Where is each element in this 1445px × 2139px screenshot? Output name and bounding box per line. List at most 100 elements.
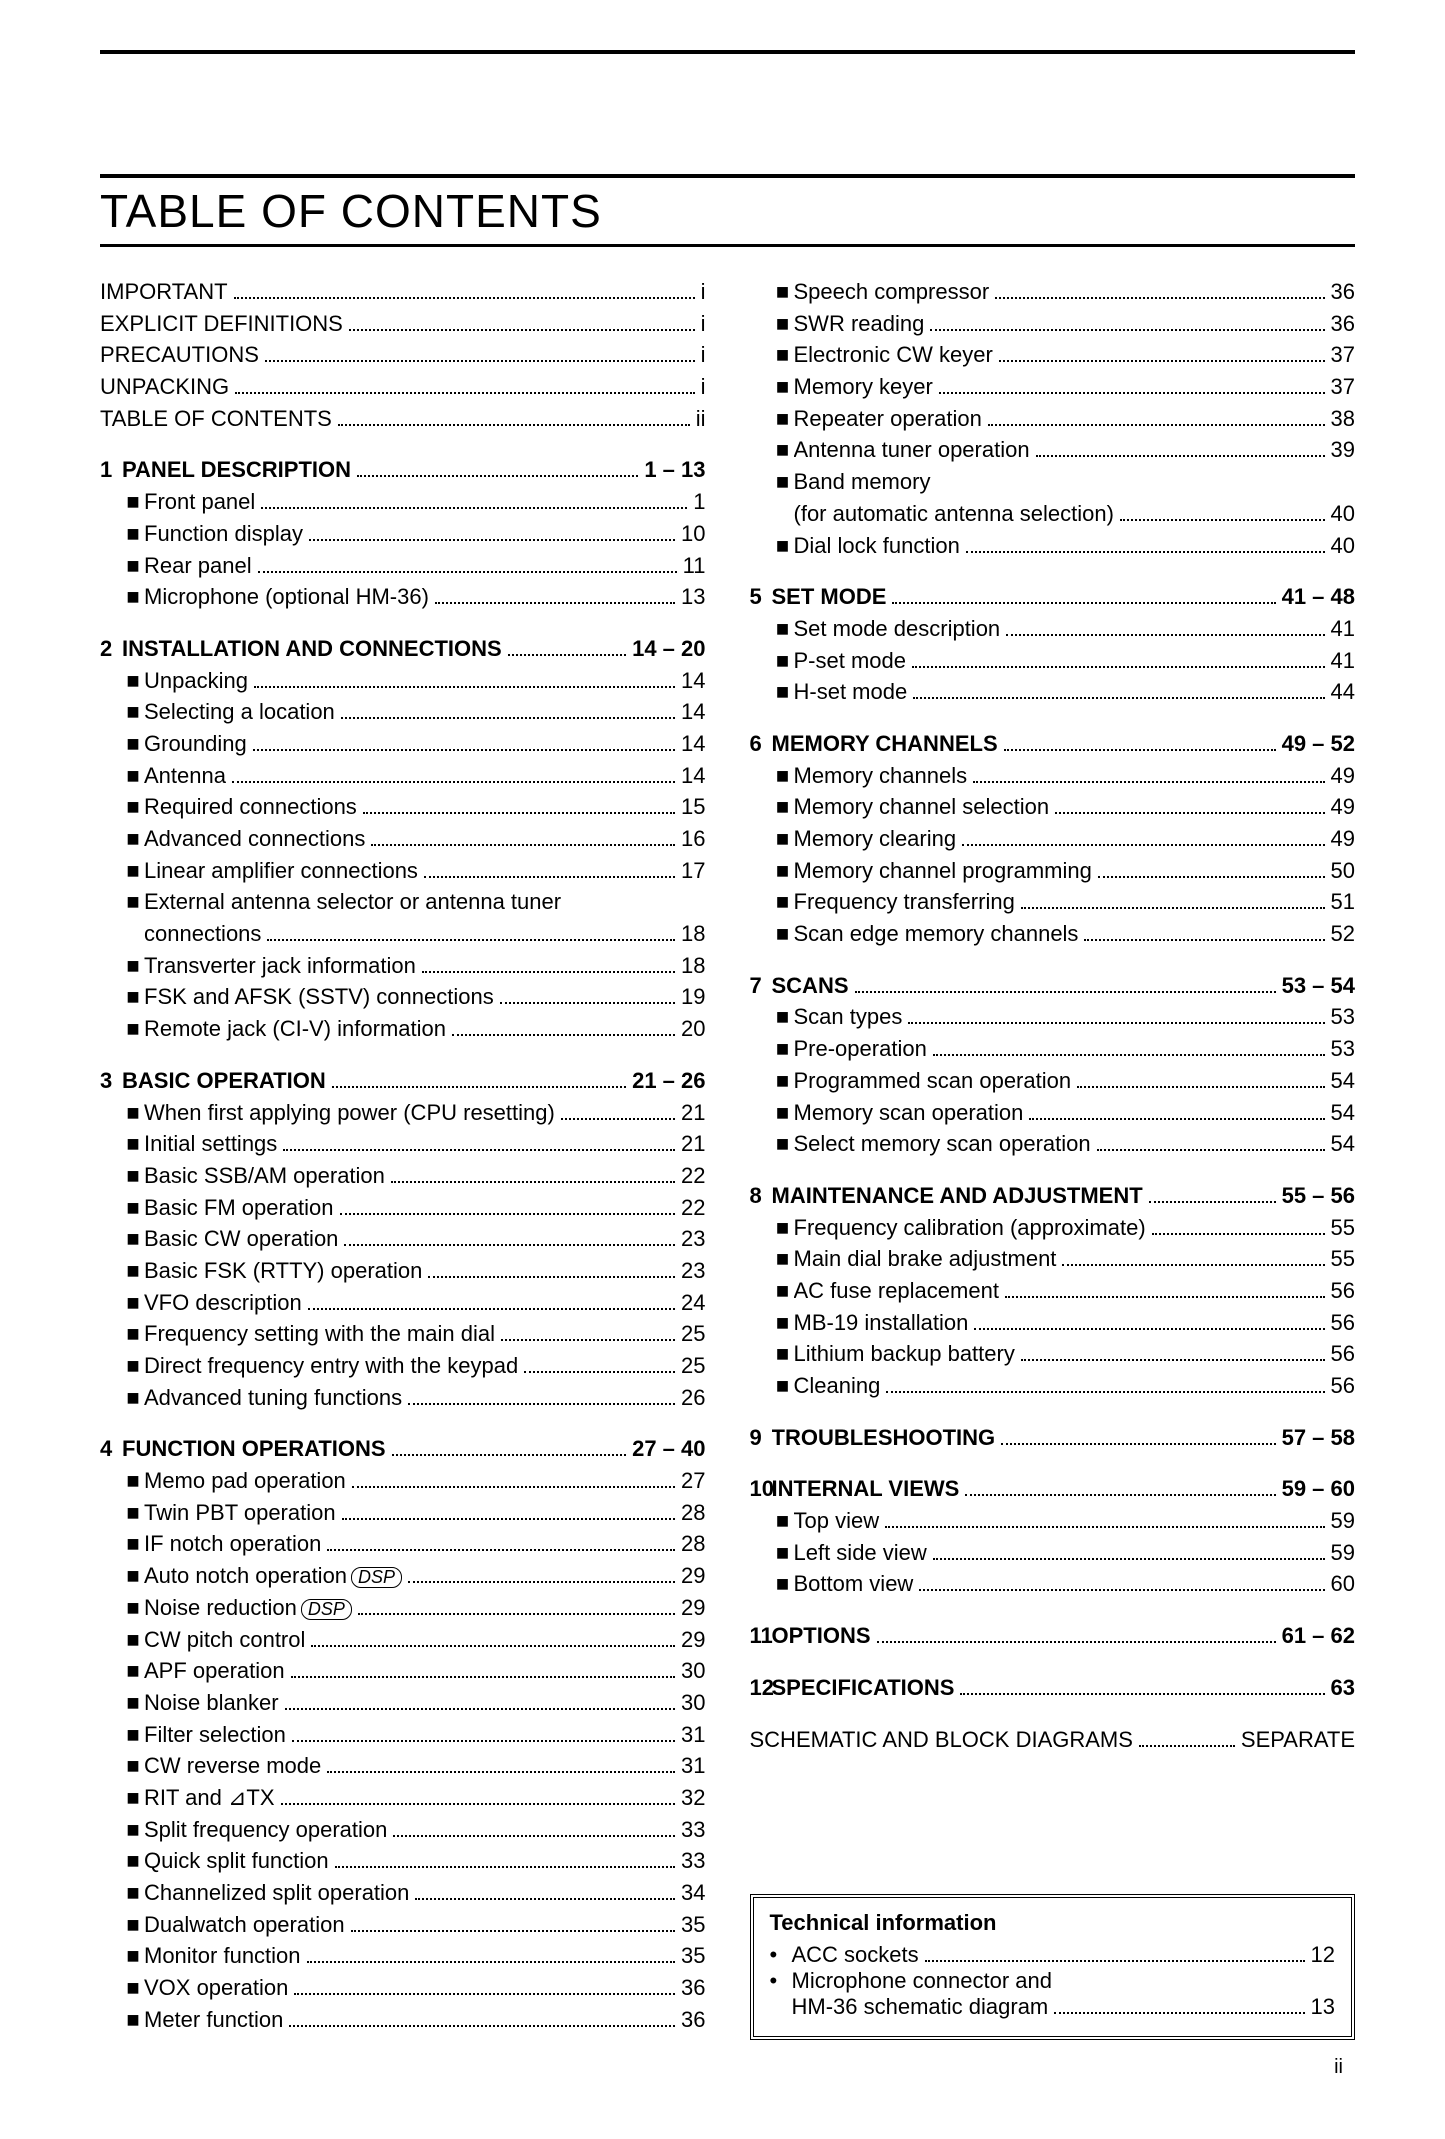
item-label: Split frequency operation <box>144 1815 387 1845</box>
square-bullet-icon: ■ <box>122 1973 144 2003</box>
page-ref: 49 <box>1331 761 1355 791</box>
item-label: Electronic CW keyer <box>794 340 993 370</box>
toc-entry: IMPORTANTi <box>100 277 706 307</box>
page-ref: 59 – 60 <box>1282 1474 1355 1504</box>
page-ref: 34 <box>681 1878 705 1908</box>
section-label: BASIC OPERATION <box>122 1066 326 1096</box>
toc-entry: 9TROUBLESHOOTING57 – 58 <box>750 1423 1356 1453</box>
square-bullet-icon: ■ <box>772 824 794 854</box>
item-label: Noise blanker <box>144 1688 279 1718</box>
item-label: Bottom view <box>794 1569 914 1599</box>
page-ref: 54 <box>1331 1066 1355 1096</box>
square-bullet-icon: ■ <box>772 1244 794 1274</box>
column-left: IMPORTANTiEXPLICIT DEFINITIONSiPRECAUTIO… <box>100 275 706 2040</box>
page-ref: 44 <box>1331 677 1355 707</box>
section-label: INSTALLATION AND CONNECTIONS <box>122 634 502 664</box>
item-label: Memory channel selection <box>794 792 1050 822</box>
square-bullet-icon: ■ <box>772 1339 794 1369</box>
page-ref: 19 <box>681 982 705 1012</box>
item-label: When first applying power (CPU resetting… <box>144 1098 555 1128</box>
toc-entry: ■Antenna tuner operation39 <box>750 435 1356 465</box>
section-label: SCANS <box>772 971 849 1001</box>
tech-item-label: Microphone connector and <box>792 1968 1053 1994</box>
section-label: SET MODE <box>772 582 887 612</box>
item-label: Memory keyer <box>794 372 933 402</box>
square-bullet-icon: ■ <box>772 887 794 917</box>
toc-entry: ■Lithium backup battery56 <box>750 1339 1356 1369</box>
toc-entry: ■MB-19 installation 56 <box>750 1308 1356 1338</box>
toc-entry: ■CW pitch control29 <box>100 1625 706 1655</box>
square-bullet-icon: ■ <box>772 1129 794 1159</box>
item-label: Advanced connections <box>144 824 365 854</box>
item-label: Left side view <box>794 1538 927 1568</box>
page-ref: 14 <box>681 729 705 759</box>
square-bullet-icon: ■ <box>122 1561 144 1591</box>
item-label: Lithium backup battery <box>794 1339 1015 1369</box>
toc-entry: ■Quick split function33 <box>100 1846 706 1876</box>
toc-entry: ■Scan types53 <box>750 1002 1356 1032</box>
toc-entry: ■Memory channel programming50 <box>750 856 1356 886</box>
square-bullet-icon: ■ <box>122 1319 144 1349</box>
page-ref: 25 <box>681 1319 705 1349</box>
page-ref: 37 <box>1331 340 1355 370</box>
item-label: Direct frequency entry with the keypad <box>144 1351 518 1381</box>
toc-entry: ■Advanced tuning functions26 <box>100 1383 706 1413</box>
page-ref: 18 <box>681 951 705 981</box>
toc-entry: ■Selecting a location14 <box>100 697 706 727</box>
item-label: Grounding <box>144 729 247 759</box>
toc-entry: ■Transverter jack information18 <box>100 951 706 981</box>
toc-entry: ■Filter selection31 <box>100 1720 706 1750</box>
page-ref: 36 <box>681 1973 705 2003</box>
page-ref: 56 <box>1331 1308 1355 1338</box>
page-ref: 53 – 54 <box>1282 971 1355 1001</box>
page-ref: 14 <box>681 697 705 727</box>
page-ref: 38 <box>1331 404 1355 434</box>
toc-entry: ■Programmed scan operation54 <box>750 1066 1356 1096</box>
toc-entry: ■CW reverse mode31 <box>100 1751 706 1781</box>
square-bullet-icon: ■ <box>122 1593 144 1623</box>
square-bullet-icon: ■ <box>122 951 144 981</box>
toc-entry: (for automatic antenna selection)40 <box>750 499 1356 529</box>
section-number: 5 <box>750 582 772 612</box>
page-ref: 25 <box>681 1351 705 1381</box>
square-bullet-icon: ■ <box>122 1498 144 1528</box>
toc-entry: ■Bottom view60 <box>750 1569 1356 1599</box>
square-bullet-icon: ■ <box>122 1098 144 1128</box>
toc-entry: ■IF notch operation28 <box>100 1529 706 1559</box>
section-number: 7 <box>750 971 772 1001</box>
section-number: 11 <box>750 1621 772 1651</box>
square-bullet-icon: ■ <box>122 551 144 581</box>
toc-entry: ■Dial lock function40 <box>750 531 1356 561</box>
tech-item-label: ACC sockets <box>792 1942 919 1968</box>
page-ref: 35 <box>681 1941 705 1971</box>
toc-entry: ■Noise reductionDSP29 <box>100 1593 706 1623</box>
toc-entry: ■Memory clearing49 <box>750 824 1356 854</box>
toc-entry: ■Basic FM operation22 <box>100 1193 706 1223</box>
item-label: MB-19 installation <box>794 1308 969 1338</box>
toc-entry: ■VOX operation36 <box>100 1973 706 2003</box>
square-bullet-icon: ■ <box>772 435 794 465</box>
toc-entry: ■External antenna selector or antenna tu… <box>100 887 706 917</box>
top-entry-label: UNPACKING <box>100 372 229 402</box>
page-ref: 28 <box>681 1498 705 1528</box>
page-title: TABLE OF CONTENTS <box>100 184 1355 238</box>
toc-entry: 11OPTIONS61 – 62 <box>750 1621 1356 1651</box>
item-label: APF operation <box>144 1656 285 1686</box>
item-label: RIT and ⊿TX <box>144 1783 275 1813</box>
square-bullet-icon: ■ <box>122 729 144 759</box>
square-bullet-icon: ■ <box>772 1308 794 1338</box>
item-label: Programmed scan operation <box>794 1066 1072 1096</box>
page-ref: 1 <box>693 487 705 517</box>
square-bullet-icon: ■ <box>772 1213 794 1243</box>
tech-box-title: Technical information <box>770 1910 1336 1936</box>
toc-entry: 8MAINTENANCE AND ADJUSTMENT55 – 56 <box>750 1181 1356 1211</box>
item-label: Set mode description <box>794 614 1001 644</box>
page-ref: 24 <box>681 1288 705 1318</box>
toc-entry: connections18 <box>100 919 706 949</box>
page-ref: 59 <box>1331 1506 1355 1536</box>
square-bullet-icon: ■ <box>122 792 144 822</box>
item-label: Basic FSK (RTTY) operation <box>144 1256 422 1286</box>
item-label: Antenna tuner operation <box>794 435 1030 465</box>
toc-entry: ■Auto notch operationDSP29 <box>100 1561 706 1591</box>
page-ref: 29 <box>681 1593 705 1623</box>
